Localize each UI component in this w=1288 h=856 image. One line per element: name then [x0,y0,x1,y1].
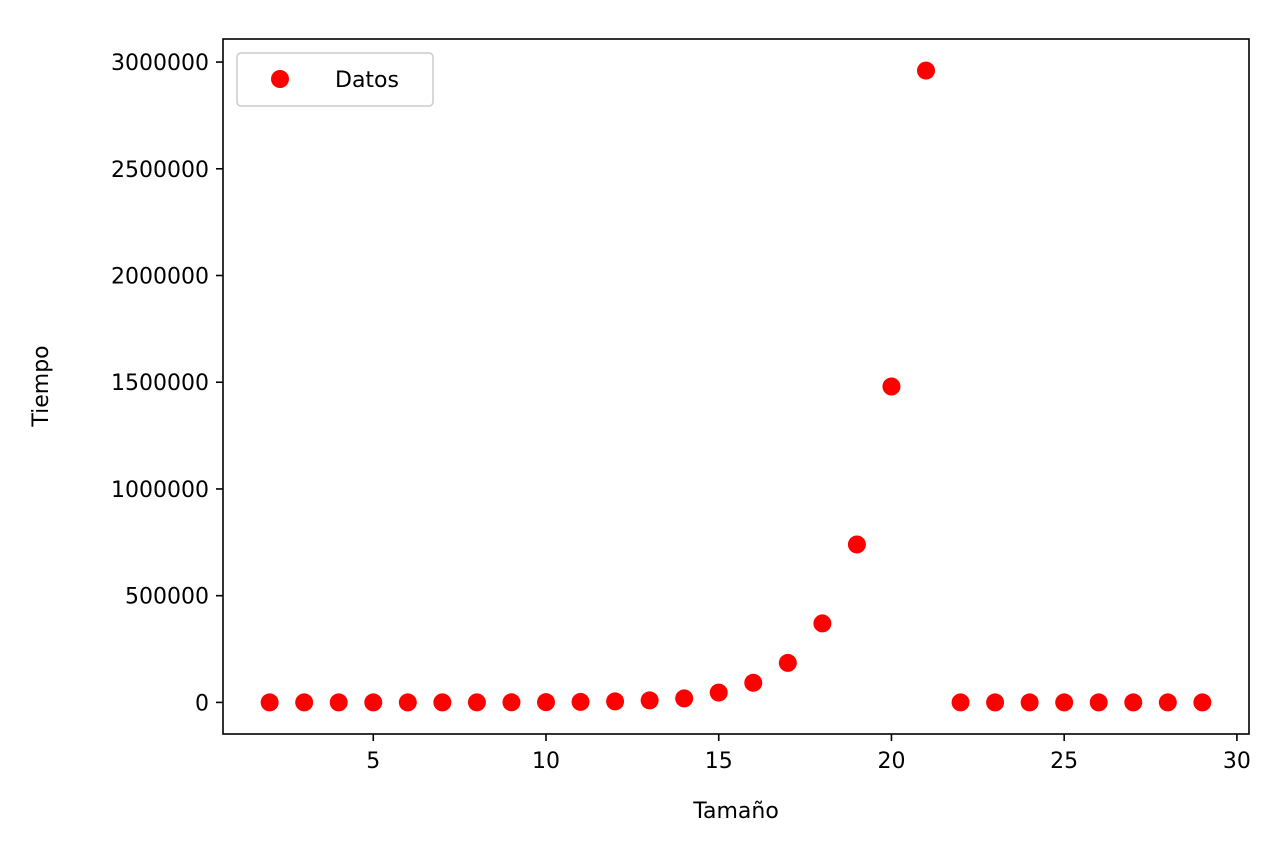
x-axis: 5 10 15 20 25 30 [366,734,1251,774]
data-point [1055,693,1074,712]
y-axis: 0 500000 1000000 1500000 2000000 2500000 30000… [111,51,223,716]
data-point [571,692,590,711]
data-point [329,693,348,712]
data-point [1124,693,1143,712]
data-point [986,693,1005,712]
data-point [1158,693,1177,712]
y-tick-label: 0 [195,691,209,716]
data-points [260,61,1212,712]
data-point [813,614,832,633]
data-point [537,693,555,712]
data-point [1089,693,1108,712]
data-point [1020,693,1039,712]
y-tick-label: 3000000 [111,51,209,76]
data-point [744,673,763,692]
data-point [675,689,694,708]
x-tick-label: 30 [1223,749,1251,774]
data-point [778,653,797,672]
data-point [917,61,935,80]
legend-box [236,52,434,107]
data-point [951,693,970,712]
x-tick-label: 20 [877,749,905,774]
data-point [364,693,383,712]
data-point [1193,693,1212,712]
y-tick-label: 1500000 [111,371,209,396]
data-point [640,691,659,710]
plot-frame [222,38,1250,735]
legend-label-datos: Datos [335,68,399,93]
x-tick-label: 5 [366,749,380,774]
data-point [260,693,279,712]
data-point [606,692,625,711]
data-point [433,693,452,712]
legend-marker-datos [271,70,289,88]
y-tick-label: 1000000 [111,478,209,503]
data-point [467,693,486,712]
y-tick-label: 500000 [125,585,209,610]
data-point [398,693,417,712]
x-tick-label: 25 [1050,749,1078,774]
legend: Datos [236,52,434,107]
y-tick-label: 2500000 [111,158,209,183]
x-axis-label: Tamaño [692,799,779,824]
data-point [502,693,521,712]
x-tick-label: 10 [532,749,560,774]
data-point [847,535,866,554]
data-point [295,693,314,712]
y-axis-label: Tiempo [29,345,54,427]
y-tick-label: 2000000 [111,265,209,290]
x-tick-label: 15 [705,749,733,774]
data-point [709,683,728,702]
data-point [882,377,901,396]
